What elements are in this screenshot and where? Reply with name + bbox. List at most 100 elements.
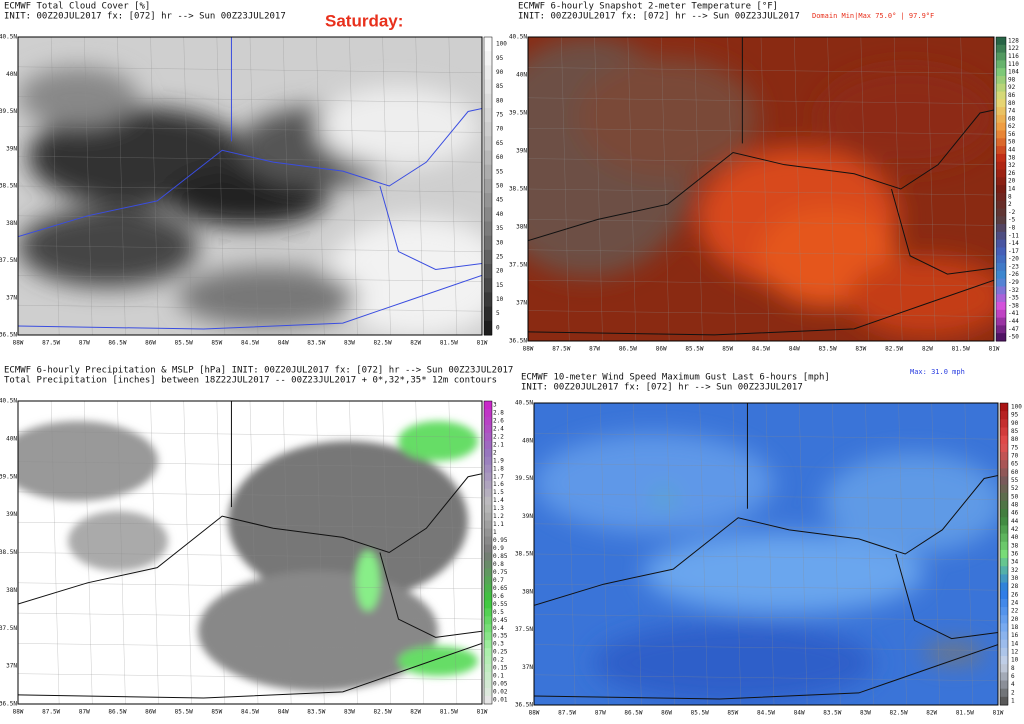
colorbar-cell (484, 37, 492, 52)
county-line (448, 37, 458, 335)
colorbar-label: 100 (1011, 404, 1022, 411)
county-line (699, 403, 708, 705)
lon-label: 81.5W (440, 709, 458, 716)
colorbar-cell (484, 472, 492, 482)
county-line (528, 219, 994, 226)
colorbar-cell (1000, 476, 1008, 486)
state-border (528, 279, 994, 336)
colorbar-cell (996, 169, 1006, 178)
county-line (931, 403, 940, 705)
county-line (794, 37, 803, 341)
colorbar-cell (484, 544, 492, 553)
colorbar-label: 104 (1008, 69, 1019, 76)
colorbar-cell (996, 231, 1006, 241)
county-line (150, 401, 159, 704)
county-line (534, 463, 998, 470)
county-line (633, 403, 642, 705)
lat-label: 39.5N (515, 475, 533, 482)
map (18, 401, 482, 704)
lon-label: 81W (477, 709, 488, 716)
colorbar-cell (1000, 517, 1008, 526)
lon-label: 84.5W (752, 346, 770, 353)
colorbar-cell (996, 44, 1006, 54)
lon-label: 85.5W (175, 340, 193, 347)
colorbar-label: 0.85 (493, 553, 508, 560)
lat-label: 39.5N (509, 110, 527, 117)
county-line (18, 673, 482, 680)
colorbar-label: -29 (1008, 279, 1019, 286)
colorbar-cell (484, 150, 492, 166)
lon-label: 81W (993, 710, 1004, 717)
panel-note: Saturday: (325, 11, 403, 30)
colorbar-cell (484, 464, 492, 474)
lon-label: 85W (211, 709, 222, 716)
field (534, 433, 998, 703)
county-line (860, 37, 870, 341)
lon-label: 82W (922, 346, 933, 353)
county-line (964, 403, 974, 705)
colorbar-label: 86 (1008, 92, 1016, 99)
colorbar-cell (484, 79, 492, 95)
colorbar-label: 0.4 (493, 625, 504, 632)
county-line (84, 37, 93, 335)
county-line (732, 403, 742, 705)
colorbar-cell (996, 325, 1006, 334)
colorbar-cell (484, 51, 492, 66)
field-blob (644, 533, 924, 613)
lat-label: 39N (6, 511, 17, 518)
county-line (349, 401, 358, 704)
panel: ECMWF Total Cloud Cover [%]INIT: 00Z20JU… (0, 2, 507, 347)
lon-label: 87.5W (552, 346, 570, 353)
lat-label: 36.5N (0, 701, 17, 708)
lon-label: 86W (145, 340, 156, 347)
colorbar-label: 48 (1011, 502, 1019, 509)
lat-label: 37N (516, 300, 527, 307)
lon-label: 82.5W (374, 709, 392, 716)
county-line (382, 37, 391, 335)
county-line (316, 401, 325, 704)
lon-label: 82W (410, 709, 421, 716)
field-blob (398, 421, 478, 461)
colorbar-label: 95 (1011, 412, 1019, 419)
lon-label: 83.5W (823, 710, 841, 717)
colorbar-label: -44 (1008, 318, 1019, 325)
lat-label: 37.5N (515, 626, 533, 633)
county-line (50, 401, 60, 704)
lat-label: 37N (6, 663, 17, 670)
county-line (600, 403, 609, 705)
colorbar-cell (1000, 696, 1008, 706)
county-line (594, 37, 603, 341)
colorbar-label: -14 (1008, 240, 1019, 247)
colorbar-cell (1000, 549, 1008, 559)
colorbar-cell (484, 249, 492, 265)
colorbar-label: 1.6 (493, 481, 504, 488)
lat-label: 40N (6, 71, 17, 78)
lon-label: 86W (661, 710, 672, 717)
colorbar-label: 24 (1011, 599, 1019, 606)
state-border (18, 642, 482, 699)
field-blob (356, 551, 380, 611)
lon-label: 83W (344, 340, 355, 347)
lon-label: 85.5W (691, 710, 709, 717)
county-line (528, 158, 994, 165)
panel-title: Total Precipitation [inches] between 18Z… (4, 376, 497, 386)
colorbar-cell (996, 75, 1006, 85)
state-border (18, 473, 482, 605)
colorbar-cell (1000, 623, 1008, 633)
colorbar-cell (1000, 443, 1008, 453)
colorbar-cell (1000, 615, 1008, 624)
colorbar-cell (484, 448, 492, 458)
colorbar-cell (1000, 639, 1008, 649)
colorbar-cell (1000, 582, 1008, 592)
lon-label: 87.5W (42, 709, 60, 716)
panel-title: INIT: 00Z20JUL2017 fx: [072] hr --> Sun … (521, 383, 803, 393)
county-line (18, 491, 482, 499)
colorbar-cell (484, 408, 492, 418)
colorbar-cell (1000, 460, 1008, 469)
colorbar-label: 0.15 (493, 665, 508, 672)
state-border (890, 188, 994, 275)
field-blob (658, 493, 670, 503)
colorbar-label: -8 (1008, 224, 1016, 231)
colorbar-cell (996, 107, 1006, 116)
